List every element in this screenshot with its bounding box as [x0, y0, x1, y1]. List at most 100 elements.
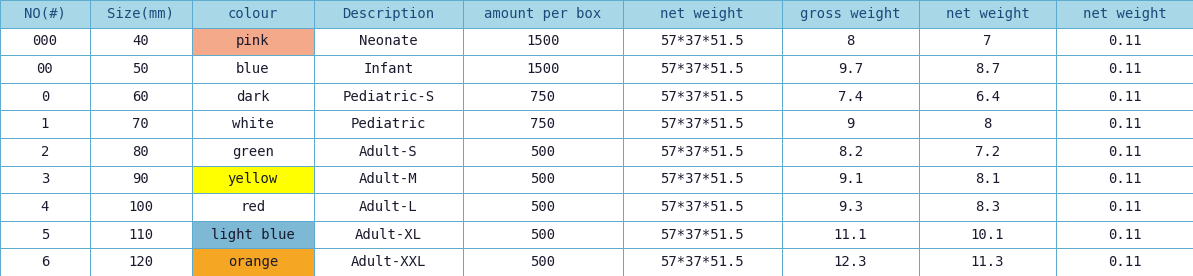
- Bar: [89, 221, 192, 248]
- Bar: [1056, 193, 1193, 221]
- Text: 9.1: 9.1: [837, 172, 863, 186]
- Text: 9.3: 9.3: [837, 200, 863, 214]
- Bar: [623, 248, 783, 276]
- Text: 0.11: 0.11: [1108, 90, 1142, 104]
- Text: 500: 500: [531, 200, 556, 214]
- Bar: [919, 28, 1056, 55]
- Text: 1: 1: [41, 117, 49, 131]
- Bar: [192, 248, 314, 276]
- Bar: [89, 110, 192, 138]
- Bar: [783, 55, 919, 83]
- Text: 0.11: 0.11: [1108, 200, 1142, 214]
- Text: amount per box: amount per box: [484, 7, 601, 21]
- Text: 0.11: 0.11: [1108, 172, 1142, 186]
- Bar: [919, 248, 1056, 276]
- Bar: [463, 0, 623, 28]
- Text: 8.3: 8.3: [975, 200, 1000, 214]
- Text: 60: 60: [132, 90, 149, 104]
- Text: yellow: yellow: [228, 172, 278, 186]
- Text: NO(#): NO(#): [24, 7, 66, 21]
- Bar: [314, 0, 463, 28]
- Text: 1500: 1500: [526, 34, 560, 48]
- Text: 000: 000: [32, 34, 57, 48]
- Bar: [919, 138, 1056, 166]
- Text: Adult-M: Adult-M: [359, 172, 418, 186]
- Text: 0.11: 0.11: [1108, 62, 1142, 76]
- Text: 57*37*51.5: 57*37*51.5: [661, 200, 744, 214]
- Text: 6.4: 6.4: [975, 90, 1000, 104]
- Text: 5: 5: [41, 228, 49, 242]
- Text: 57*37*51.5: 57*37*51.5: [661, 90, 744, 104]
- Bar: [783, 221, 919, 248]
- Bar: [192, 28, 314, 55]
- Bar: [1056, 28, 1193, 55]
- Bar: [623, 110, 783, 138]
- Text: dark: dark: [236, 90, 270, 104]
- Bar: [0, 193, 89, 221]
- Text: 8.2: 8.2: [837, 145, 863, 159]
- Bar: [463, 166, 623, 193]
- Bar: [89, 138, 192, 166]
- Bar: [1056, 248, 1193, 276]
- Text: 11.1: 11.1: [834, 228, 867, 242]
- Text: 2: 2: [41, 145, 49, 159]
- Text: 90: 90: [132, 172, 149, 186]
- Text: 57*37*51.5: 57*37*51.5: [661, 172, 744, 186]
- Bar: [1056, 138, 1193, 166]
- Bar: [0, 28, 89, 55]
- Text: net weight: net weight: [661, 7, 744, 21]
- Bar: [783, 166, 919, 193]
- Text: Adult-S: Adult-S: [359, 145, 418, 159]
- Text: 0.11: 0.11: [1108, 228, 1142, 242]
- Bar: [0, 138, 89, 166]
- Bar: [783, 138, 919, 166]
- Text: 120: 120: [128, 255, 153, 269]
- Text: 110: 110: [128, 228, 153, 242]
- Text: 7.2: 7.2: [975, 145, 1000, 159]
- Text: 750: 750: [531, 117, 556, 131]
- Text: 7: 7: [983, 34, 991, 48]
- Text: 57*37*51.5: 57*37*51.5: [661, 255, 744, 269]
- Bar: [919, 110, 1056, 138]
- Text: 6: 6: [41, 255, 49, 269]
- Bar: [783, 28, 919, 55]
- Bar: [192, 138, 314, 166]
- Text: 57*37*51.5: 57*37*51.5: [661, 117, 744, 131]
- Text: Infant: Infant: [364, 62, 414, 76]
- Bar: [0, 0, 89, 28]
- Text: 8: 8: [983, 117, 991, 131]
- Bar: [463, 28, 623, 55]
- Text: 1500: 1500: [526, 62, 560, 76]
- Text: light blue: light blue: [211, 228, 295, 242]
- Bar: [192, 0, 314, 28]
- Bar: [0, 248, 89, 276]
- Bar: [919, 166, 1056, 193]
- Bar: [89, 0, 192, 28]
- Text: 12.3: 12.3: [834, 255, 867, 269]
- Text: 57*37*51.5: 57*37*51.5: [661, 62, 744, 76]
- Bar: [623, 221, 783, 248]
- Bar: [89, 28, 192, 55]
- Text: net weight: net weight: [946, 7, 1030, 21]
- Bar: [0, 55, 89, 83]
- Text: Size(mm): Size(mm): [107, 7, 174, 21]
- Text: 8: 8: [846, 34, 854, 48]
- Bar: [1056, 0, 1193, 28]
- Text: 500: 500: [531, 228, 556, 242]
- Bar: [1056, 166, 1193, 193]
- Text: gross weight: gross weight: [801, 7, 901, 21]
- Text: 0.11: 0.11: [1108, 145, 1142, 159]
- Bar: [1056, 110, 1193, 138]
- Bar: [89, 83, 192, 110]
- Bar: [314, 221, 463, 248]
- Bar: [314, 55, 463, 83]
- Text: 9: 9: [846, 117, 854, 131]
- Bar: [89, 248, 192, 276]
- Text: 8.1: 8.1: [975, 172, 1000, 186]
- Text: 00: 00: [37, 62, 54, 76]
- Bar: [192, 221, 314, 248]
- Bar: [192, 83, 314, 110]
- Bar: [463, 221, 623, 248]
- Bar: [463, 110, 623, 138]
- Text: Pediatric: Pediatric: [351, 117, 426, 131]
